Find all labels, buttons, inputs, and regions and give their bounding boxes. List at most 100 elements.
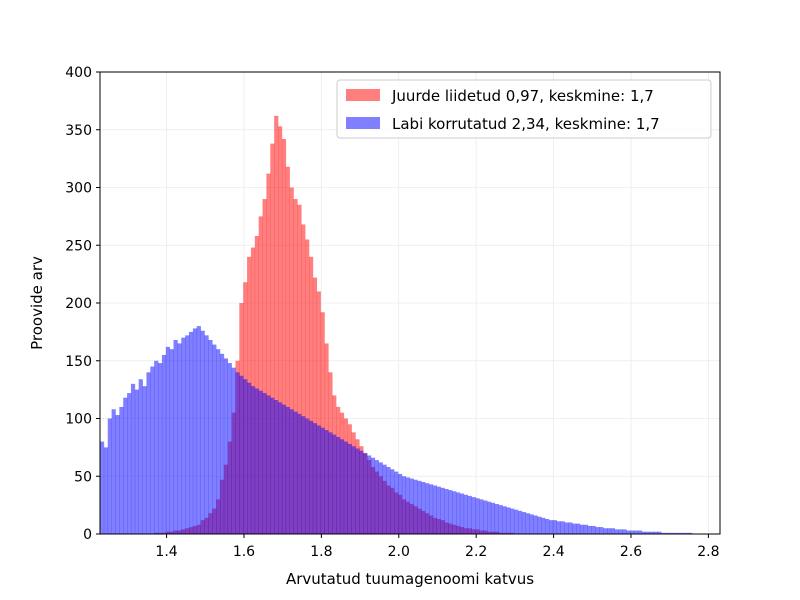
bar (185, 335, 190, 534)
x-tick-label: 1.6 (233, 544, 255, 560)
legend-label-series-1: Juurde liidetud 0,97, keskmine: 1,7 (391, 87, 654, 105)
bar (386, 467, 391, 534)
bar (196, 326, 201, 534)
bar (200, 330, 205, 534)
bar (281, 138, 287, 535)
series-2-bars (100, 326, 693, 534)
bar (138, 379, 143, 534)
bar (432, 485, 438, 534)
bar (332, 434, 337, 534)
bar (243, 379, 248, 534)
y-tick-label: 350 (65, 123, 92, 139)
bar (456, 492, 461, 534)
bar (479, 499, 484, 534)
bar (471, 497, 476, 534)
bar (688, 532, 693, 534)
bar (405, 477, 410, 534)
bar (587, 525, 592, 534)
bar (517, 510, 523, 534)
bar (262, 393, 267, 534)
bar (189, 331, 194, 534)
bar (475, 498, 480, 534)
bar (347, 443, 352, 534)
bar (270, 397, 275, 534)
bar (293, 411, 298, 534)
bar (266, 173, 271, 534)
bar (293, 199, 298, 535)
bar (490, 502, 496, 534)
bar (146, 372, 151, 534)
bar (421, 482, 426, 534)
bar (103, 447, 109, 534)
y-tick-label: 400 (65, 65, 92, 81)
x-tick-label: 1.8 (310, 544, 332, 560)
legend-label-series-2: Labi korrutatud 2,34, keskmine: 1,7 (392, 115, 660, 133)
bar (680, 532, 685, 534)
bar (665, 532, 670, 534)
bar (173, 339, 178, 534)
bar (278, 126, 283, 534)
bar (142, 386, 147, 534)
bar (254, 236, 259, 534)
bar (394, 471, 399, 534)
bar (626, 530, 631, 534)
bar (223, 358, 229, 534)
bar (657, 531, 662, 534)
bars-layer (100, 115, 693, 535)
bar (312, 423, 318, 534)
bar (378, 462, 383, 534)
bar (363, 453, 368, 534)
bar (231, 367, 236, 534)
bar (359, 450, 364, 534)
bar (111, 409, 116, 534)
y-tick-label: 100 (65, 412, 92, 428)
bar (305, 239, 310, 534)
bar (150, 366, 155, 534)
bar (320, 427, 325, 534)
bar (212, 344, 217, 534)
bar (123, 397, 128, 534)
bar (661, 532, 666, 534)
bar (374, 460, 379, 534)
bar (498, 505, 503, 534)
bar (398, 473, 403, 534)
x-axis-ticks: 1.4 1.6 1.8 2.0 2.2 2.4 2.6 2.8 (155, 534, 720, 560)
y-axis-label: Proovide arv (28, 256, 46, 350)
bar (165, 346, 170, 534)
bar (637, 530, 643, 534)
bar (219, 353, 225, 534)
bar (216, 349, 221, 534)
bar (266, 395, 271, 534)
bar (606, 528, 612, 534)
bar (649, 531, 654, 534)
legend-box (336, 79, 712, 139)
bar (130, 383, 136, 534)
bar (254, 388, 259, 534)
bar (684, 532, 689, 534)
bar (510, 508, 515, 534)
bar (514, 509, 519, 534)
bar (328, 432, 333, 534)
bar (316, 291, 321, 534)
bar (618, 529, 623, 534)
x-tick-label: 1.4 (155, 544, 177, 560)
bar (444, 488, 449, 534)
bar (533, 515, 538, 534)
bar (483, 500, 488, 534)
bar (158, 363, 163, 534)
bar (367, 455, 372, 534)
y-tick-label: 50 (74, 469, 92, 485)
bar (204, 335, 209, 534)
bar (595, 527, 600, 534)
bar (208, 339, 213, 534)
bar (583, 524, 588, 534)
x-tick-label: 2.8 (697, 544, 719, 560)
bar (308, 420, 314, 534)
bar (409, 478, 414, 534)
y-tick-label: 150 (65, 354, 92, 370)
bar (487, 501, 492, 534)
bar (564, 522, 569, 534)
bar (552, 520, 557, 534)
bar (169, 349, 174, 534)
